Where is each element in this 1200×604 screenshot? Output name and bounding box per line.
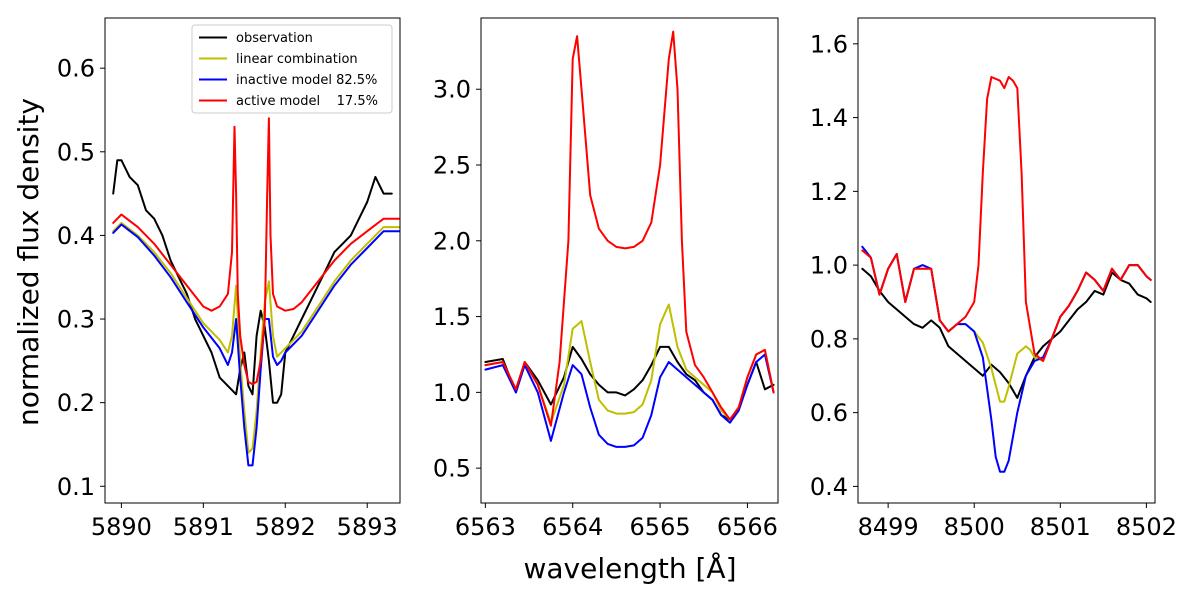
y-tick-label: 1.0 [433, 379, 471, 407]
legend-label-active-model: active model 17.5% [236, 94, 378, 109]
y-tick-label: 0.4 [810, 473, 848, 501]
legend-label-observation: observation [236, 31, 313, 46]
series-line-linear-combination [112, 221, 400, 454]
y-axis-title: normalized flux density [12, 98, 45, 426]
legend-label-inactive-model: inactive model 82.5% [236, 73, 377, 88]
x-tick-label: 8500 [944, 513, 1005, 541]
y-tick-label: 3.0 [433, 76, 471, 104]
series-line-observation [861, 267, 1152, 399]
panel-2: 6563 6564 6565 6566 0.5 1.0 1.5 2.0 2.5 3.0 [433, 17, 779, 541]
y-tick-label: 1.5 [433, 303, 471, 331]
y-tick-label: 0.6 [57, 55, 95, 83]
x-tick-label: 6564 [542, 513, 603, 541]
series-line-active-model [484, 30, 775, 427]
panel-series-group [861, 76, 1152, 473]
y-tick-label: 0.6 [810, 399, 848, 427]
y-tick-label: 0.1 [57, 473, 95, 501]
x-tick-label: 6566 [717, 513, 778, 541]
legend: observation linear combination inactive … [191, 24, 393, 114]
panel-frame [104, 17, 401, 504]
x-tick-label: 8502 [1116, 513, 1177, 541]
series-line-active-model [112, 117, 400, 386]
x-tick-label: 6565 [630, 513, 691, 541]
legend-box [191, 24, 393, 114]
y-tick-label: 0.5 [57, 138, 95, 166]
series-line-observation [112, 159, 393, 404]
x-tick-label: 5891 [173, 513, 234, 541]
panel-1: 5890 5891 5892 5893 0.1 0.2 0.3 0.4 0.5 0.6 [57, 17, 401, 541]
series-line-inactive-model [112, 223, 400, 467]
x-tick-label: 5893 [337, 513, 398, 541]
y-tick-label: 0.2 [57, 389, 95, 417]
y-tick-label: 2.0 [433, 227, 471, 255]
panel-series-group [484, 30, 775, 448]
series-line-inactive-model [484, 353, 775, 448]
y-tick-label: 0.4 [57, 222, 95, 250]
series-line-observation [484, 345, 775, 421]
y-tick-label: 0.5 [433, 455, 471, 483]
panel-series-group [112, 117, 400, 467]
x-tick-label: 8499 [858, 513, 919, 541]
y-tick-label: 1.2 [810, 178, 848, 206]
x-tick-label: 5892 [255, 513, 316, 541]
x-tick-label: 8501 [1030, 513, 1091, 541]
x-tick-label: 5890 [91, 513, 152, 541]
x-tick-label: 6563 [455, 513, 516, 541]
x-axis-title: wavelength [Å] [523, 551, 736, 585]
series-line-active-model [861, 76, 1152, 362]
series-line-linear-combination [484, 303, 775, 424]
y-tick-label: 0.3 [57, 306, 95, 334]
y-tick-label: 2.5 [433, 152, 471, 180]
y-tick-label: 1.4 [810, 104, 848, 132]
legend-label-linear-combination: linear combination [236, 52, 358, 67]
y-tick-label: 0.8 [810, 325, 848, 353]
panel-3: 8499 8500 8501 8502 0.4 0.6 0.8 1.0 1.2 1.4 1.6 [810, 17, 1177, 541]
panel-frame [857, 17, 1156, 504]
y-tick-label: 1.6 [810, 30, 848, 58]
y-tick-label: 1.0 [810, 252, 848, 280]
panel-frame [480, 17, 779, 504]
